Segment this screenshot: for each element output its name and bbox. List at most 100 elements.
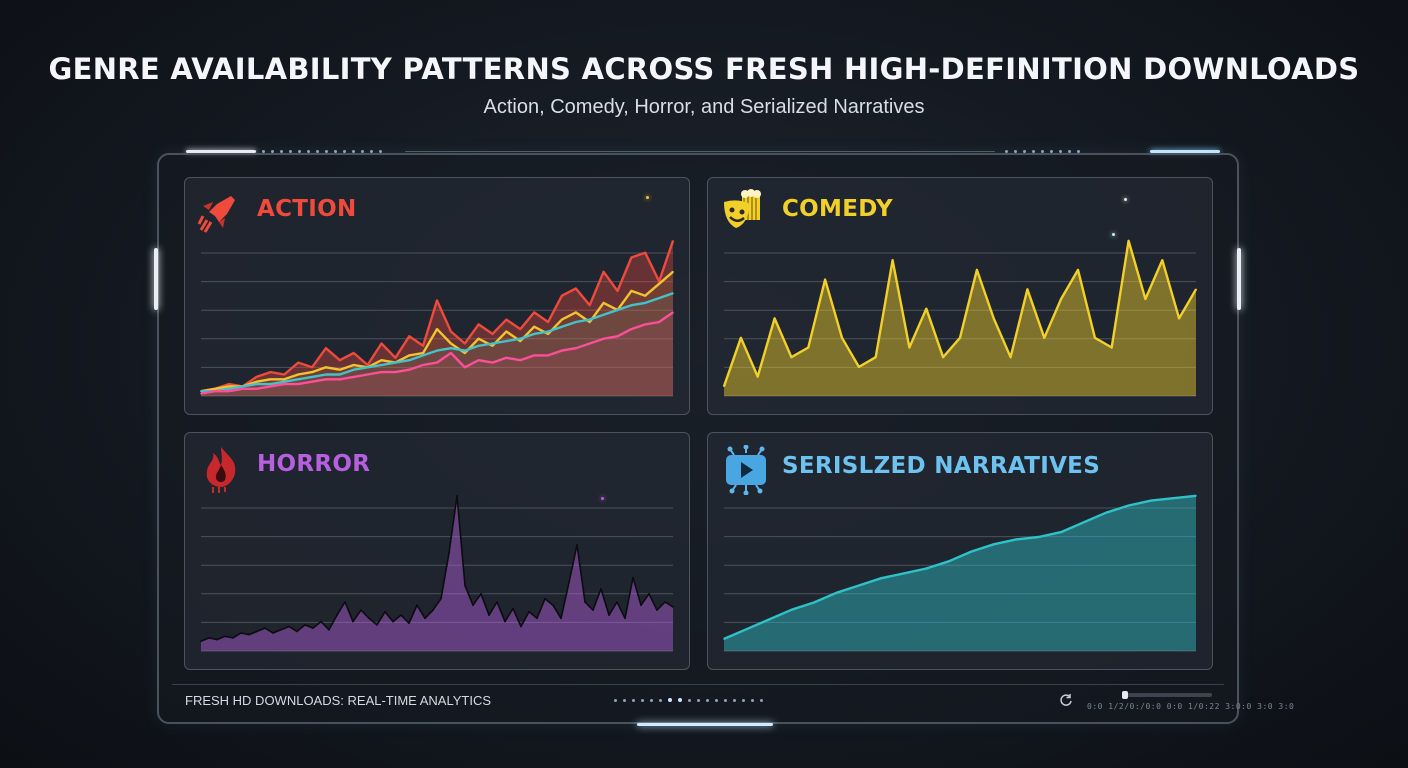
data-point [561,349,563,352]
data-point [942,356,944,358]
data-point [297,383,299,385]
data-point [416,604,418,606]
data-point [505,318,508,321]
data-point [394,357,397,359]
top-left-glow-bar [186,150,256,153]
data-point [288,625,290,628]
data-point [477,323,480,326]
data-point [630,328,633,330]
progress-track[interactable] [1122,691,1212,699]
data-point [464,349,466,352]
data-point [200,390,202,392]
data-point [672,292,674,295]
data-point [588,318,591,321]
data-point [533,325,535,328]
data-point [976,269,978,271]
data-point [561,318,563,321]
data-point [790,609,793,611]
data-point [1150,499,1152,502]
data-point [880,577,883,579]
data-point [464,584,466,587]
data-point [608,614,610,616]
data-point [575,321,577,323]
data-point [632,576,634,579]
footer-label: FRESH HD DOWNLOADS: REAL-TIME ANALYTICS [185,693,492,708]
data-point [512,607,514,610]
comedy-panel: COMEDY [707,177,1213,415]
data-point [440,597,442,600]
data-point [903,572,905,575]
data-point [283,383,286,385]
comedy-chart [722,239,1198,397]
data-point [672,311,674,314]
data-point [790,356,793,358]
data-point [272,632,274,634]
data-point [296,630,298,633]
data-point [616,601,618,603]
data-point [630,256,633,259]
data-point [547,333,549,335]
data-point [392,620,394,623]
data-point [773,317,776,320]
data-point [723,385,725,388]
footer-status-text: 0:0 1/2/0:/0:0 0:0 1/0:22 3:0:0 3:0 3:0 [1087,702,1295,711]
data-point [380,342,383,345]
data-point [592,609,594,611]
data-point [658,283,660,285]
data-point [505,330,508,333]
data-point [588,342,591,345]
data-point [630,290,633,292]
top-right-dots [1005,150,1080,153]
data-point [658,321,660,323]
data-point [992,317,995,320]
data-point [560,617,562,620]
data-point [352,368,355,371]
data-point [1110,346,1113,349]
refresh-icon[interactable] [1059,693,1073,707]
data-point [1195,288,1197,291]
data-point [575,311,577,314]
footer-divider [172,684,1224,685]
data-point [1060,531,1062,533]
data-point [552,604,554,606]
video-network-icon [722,445,766,495]
data-point [339,373,341,376]
data-point [656,609,658,611]
data-point [216,638,218,641]
data-point [214,390,216,392]
data-point [536,617,538,620]
left-side-glow-bar [154,248,158,310]
data-point [228,385,230,388]
data-point [813,601,815,604]
data-point [477,337,480,340]
data-point [528,611,530,613]
data-point [925,307,928,310]
data-point [970,550,972,553]
data-point [1178,317,1180,320]
top-divider [405,151,995,152]
data-point [519,337,522,340]
data-point [360,609,362,611]
data-point [311,366,313,369]
data-point [992,543,995,546]
data-point [325,366,327,369]
data-point [496,601,498,603]
data-point [376,624,378,626]
data-point [1037,536,1040,538]
data-point [630,304,633,306]
data-point [1015,538,1017,541]
data-point [408,335,410,338]
data-point [1161,259,1164,261]
progress-knob[interactable] [1122,691,1128,699]
data-point [644,251,646,254]
data-point [568,581,570,584]
data-point [208,637,210,639]
data-point [339,378,341,381]
data-point [264,627,266,629]
data-point [616,335,619,338]
data-point [325,373,327,376]
data-point [224,635,226,638]
data-point [658,297,660,299]
data-point [505,357,508,359]
footer-dots [614,698,763,702]
